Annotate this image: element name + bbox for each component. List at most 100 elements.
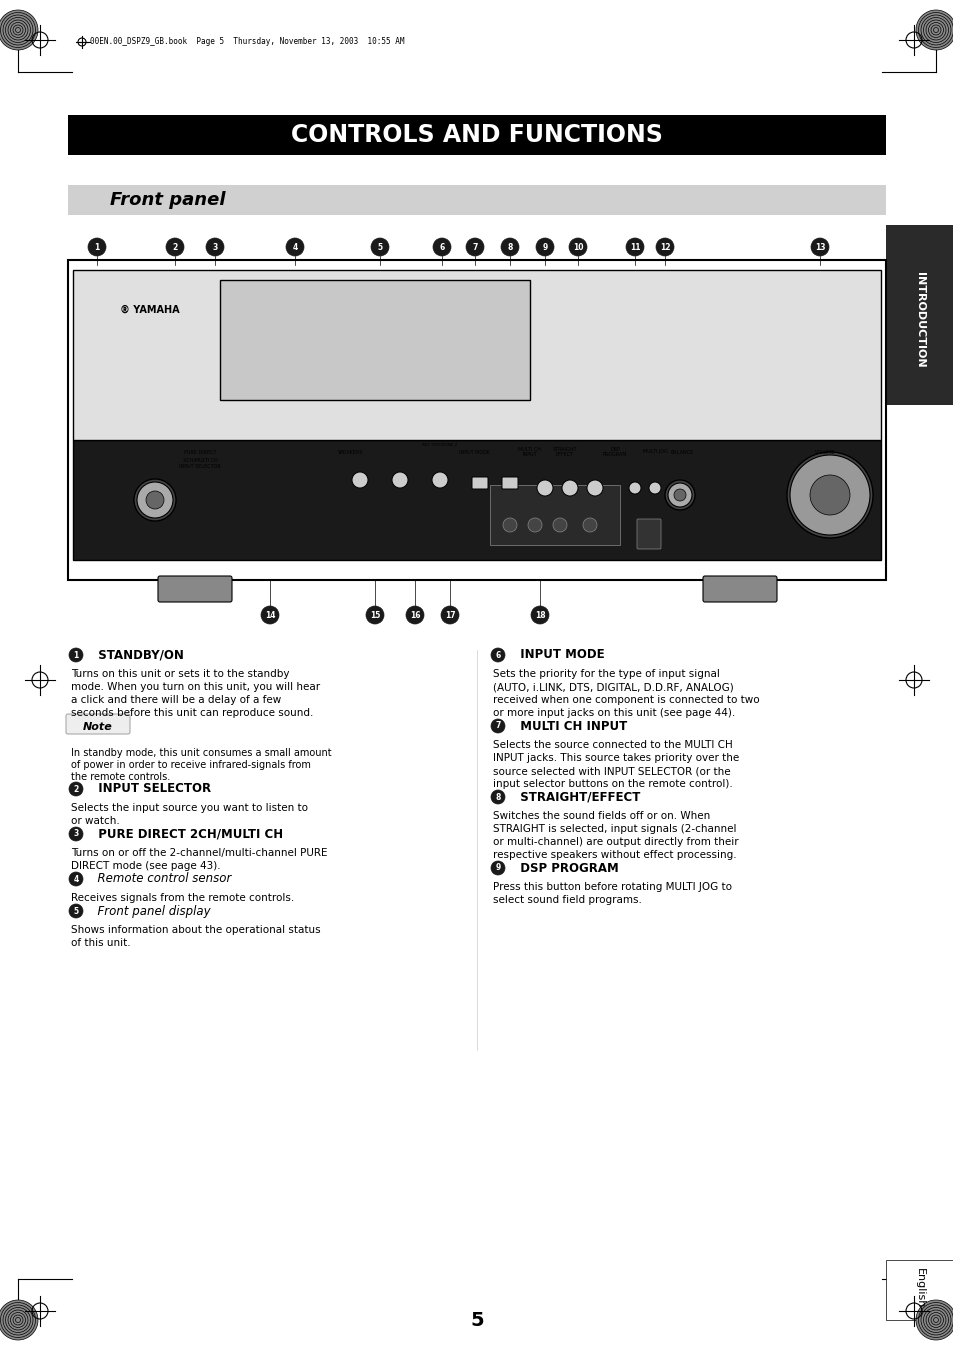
- Text: Turns on or off the 2-channel/multi-channel PURE: Turns on or off the 2-channel/multi-chan…: [71, 848, 327, 858]
- Text: of power in order to receive infrared-signals from: of power in order to receive infrared-si…: [71, 761, 311, 770]
- Circle shape: [206, 238, 224, 255]
- Circle shape: [502, 517, 517, 532]
- Text: 9: 9: [542, 242, 547, 251]
- FancyBboxPatch shape: [73, 270, 880, 440]
- Circle shape: [133, 480, 175, 521]
- Text: STRAIGHT is selected, input signals (2-channel: STRAIGHT is selected, input signals (2-c…: [493, 824, 736, 834]
- Circle shape: [582, 517, 597, 532]
- Circle shape: [366, 607, 384, 624]
- Text: respective speakers without effect processing.: respective speakers without effect proce…: [493, 850, 736, 861]
- Text: of this unit.: of this unit.: [71, 938, 131, 948]
- Circle shape: [406, 607, 423, 624]
- Text: or multi-channel) are output directly from their: or multi-channel) are output directly fr…: [493, 838, 738, 847]
- Text: 7: 7: [472, 242, 477, 251]
- Circle shape: [656, 238, 673, 255]
- Circle shape: [137, 482, 172, 517]
- FancyBboxPatch shape: [158, 576, 232, 603]
- Text: 6: 6: [439, 242, 444, 251]
- Circle shape: [491, 719, 504, 734]
- Circle shape: [531, 607, 548, 624]
- Text: MULTI JOG: MULTI JOG: [642, 450, 667, 454]
- Circle shape: [8, 20, 28, 41]
- Text: 2: 2: [172, 242, 177, 251]
- Text: source selected with INPUT SELECTOR (or the: source selected with INPUT SELECTOR (or …: [493, 766, 730, 775]
- Text: 4: 4: [292, 242, 297, 251]
- Text: 3: 3: [73, 830, 78, 839]
- Text: select sound field programs.: select sound field programs.: [493, 894, 641, 905]
- Circle shape: [88, 238, 106, 255]
- Text: ® YAMAHA: ® YAMAHA: [120, 305, 179, 315]
- Text: Press this button before rotating MULTI JOG to: Press this button before rotating MULTI …: [493, 882, 731, 892]
- Circle shape: [69, 904, 83, 917]
- Text: or watch.: or watch.: [71, 816, 120, 825]
- Circle shape: [166, 238, 184, 255]
- Text: STRAIGHT
EFFECT: STRAIGHT EFFECT: [552, 447, 577, 458]
- Circle shape: [261, 607, 278, 624]
- FancyBboxPatch shape: [68, 185, 885, 215]
- Circle shape: [440, 607, 458, 624]
- Text: MULTI CH
INPUT: MULTI CH INPUT: [518, 447, 541, 458]
- Text: Front panel: Front panel: [110, 190, 225, 209]
- Text: Shows information about the operational status: Shows information about the operational …: [71, 925, 320, 935]
- Circle shape: [8, 1310, 28, 1329]
- Circle shape: [0, 9, 38, 50]
- Text: Sets the priority for the type of input signal: Sets the priority for the type of input …: [493, 669, 720, 680]
- Text: REC OUT/ZONE 2: REC OUT/ZONE 2: [422, 443, 457, 447]
- Text: 7: 7: [495, 721, 500, 731]
- Circle shape: [0, 1300, 38, 1340]
- Circle shape: [286, 238, 304, 255]
- Circle shape: [925, 20, 945, 41]
- Circle shape: [667, 484, 691, 507]
- FancyBboxPatch shape: [66, 713, 130, 734]
- Circle shape: [930, 26, 940, 35]
- Circle shape: [673, 489, 685, 501]
- FancyBboxPatch shape: [472, 477, 488, 489]
- Circle shape: [371, 238, 389, 255]
- Text: INPUT MODE: INPUT MODE: [459, 450, 490, 454]
- Circle shape: [465, 238, 483, 255]
- Text: CONTROLS AND FUNCTIONS: CONTROLS AND FUNCTIONS: [291, 123, 662, 147]
- FancyBboxPatch shape: [501, 477, 517, 489]
- Circle shape: [69, 648, 83, 662]
- Text: 13: 13: [814, 242, 824, 251]
- Text: 14: 14: [265, 611, 275, 620]
- Circle shape: [433, 238, 451, 255]
- Circle shape: [352, 471, 368, 488]
- FancyBboxPatch shape: [885, 226, 953, 405]
- Text: 17: 17: [444, 611, 455, 620]
- Circle shape: [789, 455, 869, 535]
- Text: STANDBY/ON: STANDBY/ON: [90, 648, 184, 662]
- Circle shape: [810, 238, 828, 255]
- Circle shape: [13, 1315, 23, 1325]
- Text: 12: 12: [659, 242, 670, 251]
- Text: INPUT SELECTOR: INPUT SELECTOR: [179, 465, 221, 470]
- Text: INPUT MODE: INPUT MODE: [512, 648, 604, 662]
- Text: 2CH/MULTI CH: 2CH/MULTI CH: [182, 458, 217, 462]
- Text: 1: 1: [73, 650, 78, 659]
- Text: DSP
PROGRAM: DSP PROGRAM: [602, 447, 626, 458]
- Text: BALANCE: BALANCE: [670, 450, 693, 454]
- Circle shape: [146, 490, 164, 509]
- Text: 4: 4: [73, 874, 78, 884]
- Text: DSP PROGRAM: DSP PROGRAM: [512, 862, 618, 874]
- Text: 2: 2: [73, 785, 78, 793]
- FancyBboxPatch shape: [885, 1260, 953, 1320]
- Circle shape: [69, 871, 83, 886]
- Circle shape: [586, 480, 602, 496]
- Text: DIRECT mode (see page 43).: DIRECT mode (see page 43).: [71, 861, 220, 871]
- Circle shape: [915, 1300, 953, 1340]
- Text: the remote controls.: the remote controls.: [71, 771, 170, 782]
- Text: Note: Note: [83, 721, 112, 732]
- Text: 5: 5: [73, 907, 78, 916]
- Circle shape: [625, 238, 643, 255]
- Circle shape: [491, 861, 504, 875]
- Text: English: English: [914, 1267, 924, 1308]
- Text: 6: 6: [495, 650, 500, 659]
- FancyBboxPatch shape: [637, 519, 660, 549]
- Text: 15: 15: [370, 611, 380, 620]
- Text: Selects the source connected to the MULTI CH: Selects the source connected to the MULT…: [493, 740, 732, 750]
- Text: 1: 1: [94, 242, 99, 251]
- Text: 3: 3: [213, 242, 217, 251]
- FancyBboxPatch shape: [68, 115, 885, 155]
- FancyBboxPatch shape: [68, 259, 885, 580]
